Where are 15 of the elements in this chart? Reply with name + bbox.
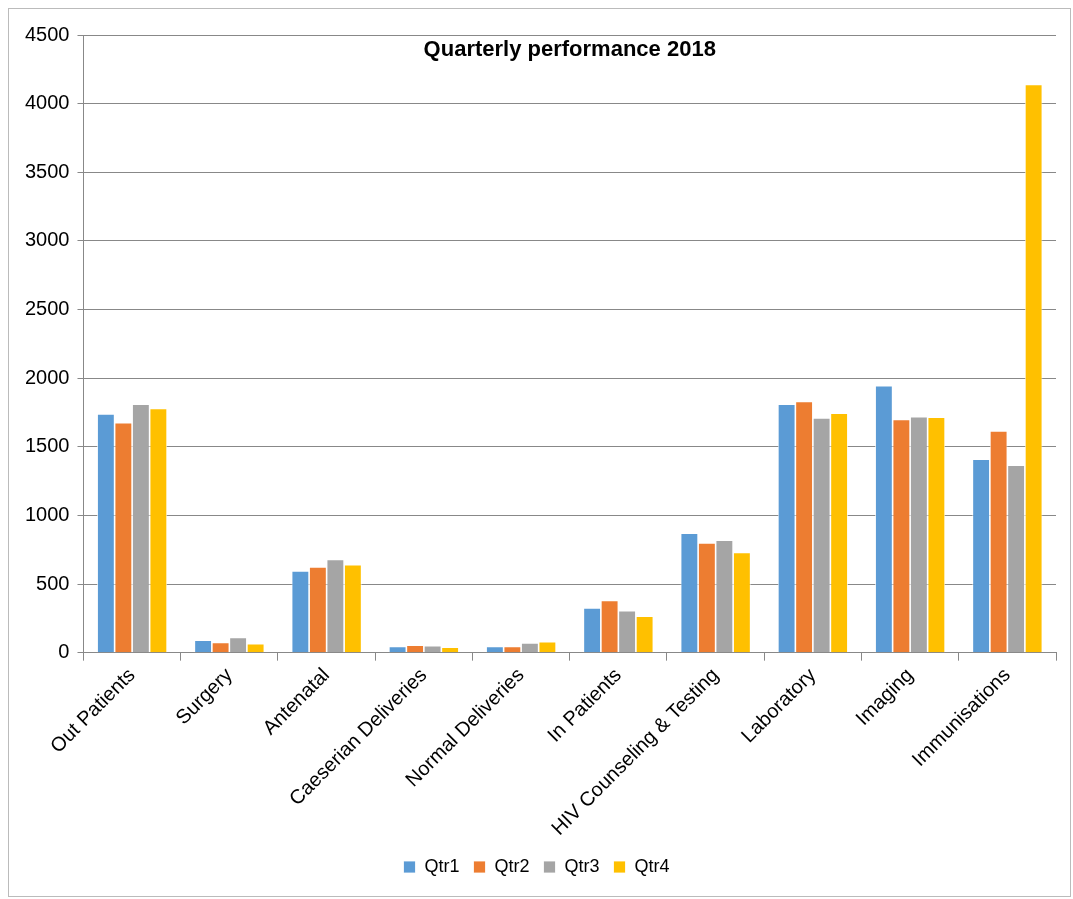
y-tick-label: 4000 (24, 91, 70, 114)
y-tick-label: 500 (36, 571, 70, 594)
y-tick-label: 2500 (24, 297, 70, 320)
y-tick-label: 4500 (24, 22, 70, 45)
y-tick-label: 2000 (24, 365, 70, 388)
legend-label: Qtr4 (634, 855, 670, 876)
legend-label: Qtr3 (564, 855, 600, 876)
y-tick-label: 3000 (24, 228, 70, 251)
y-tick-label: 0 (58, 640, 70, 663)
y-tick-label: 1000 (24, 502, 70, 525)
y-tick-label: 1500 (24, 434, 70, 457)
legend-label: Qtr1 (424, 855, 460, 876)
chart-title: Quarterly performance 2018 (423, 36, 716, 62)
legend-label: Qtr2 (494, 855, 530, 876)
y-tick-label: 3500 (24, 159, 70, 182)
